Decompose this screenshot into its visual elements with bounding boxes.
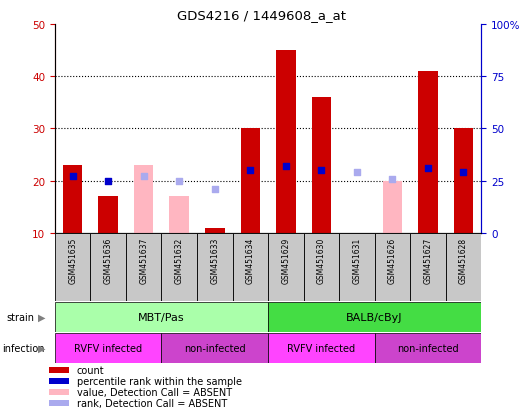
Point (175, 178, 184, 185)
Bar (55, 333, 162, 363)
Bar (374, 333, 481, 363)
Bar (233, 233, 268, 301)
Point (211, 186, 219, 193)
Text: MBT/Pas: MBT/Pas (138, 312, 185, 322)
Bar (383, 181, 402, 233)
Bar (134, 166, 153, 233)
Bar (268, 333, 374, 363)
Bar (126, 233, 162, 301)
Point (353, 170, 361, 176)
Point (246, 168, 255, 174)
Bar (205, 228, 224, 233)
Text: rank, Detection Call = ABSENT: rank, Detection Call = ABSENT (77, 398, 227, 408)
Bar (49, 367, 69, 374)
Text: GSM451629: GSM451629 (281, 237, 290, 284)
Text: GDS4216 / 1449608_a_at: GDS4216 / 1449608_a_at (177, 9, 346, 22)
Point (140, 174, 148, 180)
Bar (374, 233, 410, 301)
Text: GSM451632: GSM451632 (175, 237, 184, 284)
Text: GSM451626: GSM451626 (388, 237, 397, 284)
Text: GSM451634: GSM451634 (246, 237, 255, 284)
Text: GSM451636: GSM451636 (104, 237, 112, 284)
Bar (241, 129, 260, 233)
Bar (49, 389, 69, 395)
Text: GSM451627: GSM451627 (424, 237, 433, 284)
Text: GSM451635: GSM451635 (68, 237, 77, 284)
Bar (303, 233, 339, 301)
Text: non-infected: non-infected (397, 343, 459, 353)
Bar (268, 233, 303, 301)
Bar (55, 302, 268, 332)
Text: RVFV infected: RVFV infected (287, 343, 356, 353)
Bar (453, 129, 473, 233)
Text: ▶: ▶ (38, 312, 45, 322)
Text: GSM451637: GSM451637 (139, 237, 148, 284)
Text: percentile rank within the sample: percentile rank within the sample (77, 376, 242, 386)
Point (388, 176, 396, 183)
Bar (446, 233, 481, 301)
Text: GSM451633: GSM451633 (210, 237, 219, 284)
Text: ▶: ▶ (38, 343, 45, 353)
Bar (276, 51, 295, 233)
Text: value, Detection Call = ABSENT: value, Detection Call = ABSENT (77, 387, 232, 397)
Point (424, 165, 432, 172)
Bar (90, 233, 126, 301)
Bar (49, 400, 69, 406)
Bar (162, 233, 197, 301)
Bar (410, 233, 446, 301)
Bar (312, 98, 331, 233)
Bar (339, 233, 374, 301)
Text: count: count (77, 365, 105, 375)
Text: GSM451630: GSM451630 (317, 237, 326, 284)
Point (281, 163, 290, 170)
Point (69, 174, 77, 180)
Text: GSM451628: GSM451628 (459, 237, 468, 283)
Bar (55, 233, 90, 301)
Bar (268, 302, 481, 332)
Text: strain: strain (6, 312, 35, 322)
Bar (98, 197, 118, 233)
Text: non-infected: non-infected (184, 343, 246, 353)
Bar (169, 197, 189, 233)
Bar (418, 72, 438, 233)
Text: infection: infection (3, 343, 45, 353)
Point (104, 178, 112, 185)
Bar (49, 378, 69, 385)
Bar (162, 333, 268, 363)
Text: RVFV infected: RVFV infected (74, 343, 142, 353)
Point (459, 170, 468, 176)
Text: BALB/cByJ: BALB/cByJ (346, 312, 403, 322)
Bar (63, 166, 83, 233)
Text: GSM451631: GSM451631 (353, 237, 361, 284)
Bar (197, 233, 233, 301)
Point (317, 168, 325, 174)
